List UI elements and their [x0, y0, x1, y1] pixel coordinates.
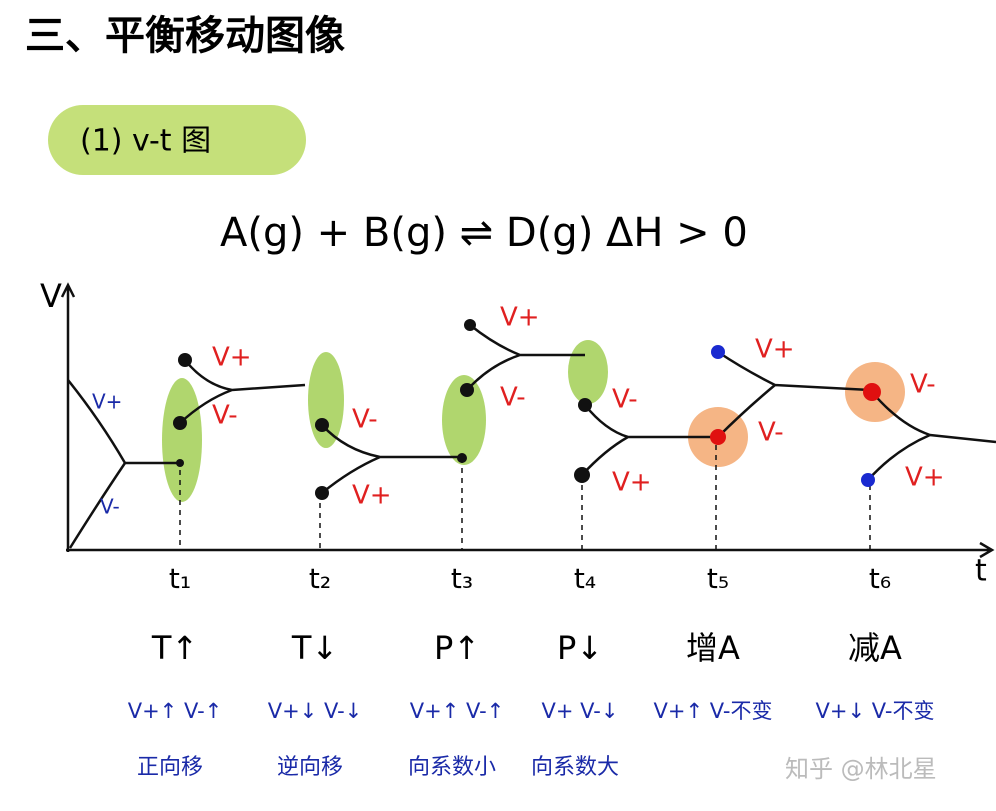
curve-label: V-	[500, 383, 526, 413]
rate-change: V+↑ V-↑	[128, 699, 223, 723]
equation: A(g) + B(g) ⇌ D(g) ΔH > 0	[220, 210, 748, 256]
curve-label: V-	[758, 418, 784, 448]
time-label: t₅	[707, 562, 729, 595]
columns: t₁ t₂ t₃ t₄ t₅ t₆ T↑ T↓ P↑ P↓ 增A 减A V+↑ V-↑ V+↓ V-↓ V+…	[128, 562, 935, 780]
curve-label: V-	[910, 370, 936, 400]
axes: V t	[40, 277, 995, 589]
curve-label: V+	[500, 303, 540, 333]
points	[173, 319, 881, 500]
condition: T↓	[291, 629, 338, 667]
time-label: t₄	[574, 562, 596, 595]
curves	[67, 324, 996, 550]
time-label: t₂	[309, 562, 331, 595]
condition: T↑	[151, 629, 198, 667]
condition: 减A	[848, 629, 902, 667]
section-badge	[48, 105, 306, 175]
curve-label: V-	[100, 495, 120, 519]
shift: 向系数小	[408, 755, 496, 780]
condition: P↑	[434, 629, 480, 667]
x-axis-label: t	[975, 554, 987, 589]
curve-label: V+	[612, 468, 652, 498]
condition: 增A	[686, 629, 740, 667]
curve-label: V+	[905, 463, 945, 493]
title: 三、平衡移动图像	[25, 13, 345, 59]
section-label: (1) v-t 图	[80, 124, 211, 159]
shift: 逆向移	[277, 755, 343, 780]
rate-change: V+↑ V-不变	[654, 699, 773, 723]
curve-label: V-	[212, 401, 238, 431]
watermark: 知乎 @林北星	[785, 755, 937, 783]
rate-change: V+↓ V-↓	[268, 699, 363, 723]
curve-label: V+	[352, 481, 392, 511]
shift: 正向移	[137, 755, 203, 780]
curve-labels: V+ V- V+ V- V- V+ V+ V- V- V+ V+ V- V- V…	[92, 303, 945, 519]
curve-label: V+	[755, 335, 795, 365]
rate-change: V+↓ V-不变	[816, 699, 935, 723]
time-label: t₆	[869, 562, 891, 595]
shift: 向系数大	[531, 755, 619, 780]
time-label: t₃	[451, 562, 473, 595]
y-axis-label: V	[40, 277, 62, 315]
curve-label: V+	[92, 390, 122, 414]
curve-label: V+	[212, 343, 252, 373]
rate-change: V+↑ V-↑	[410, 699, 505, 723]
rate-change: V+ V-↓	[542, 699, 619, 723]
time-label: t₁	[169, 562, 191, 595]
curve-label: V-	[612, 385, 638, 415]
condition: P↓	[557, 629, 603, 667]
curve-label: V-	[352, 405, 378, 435]
